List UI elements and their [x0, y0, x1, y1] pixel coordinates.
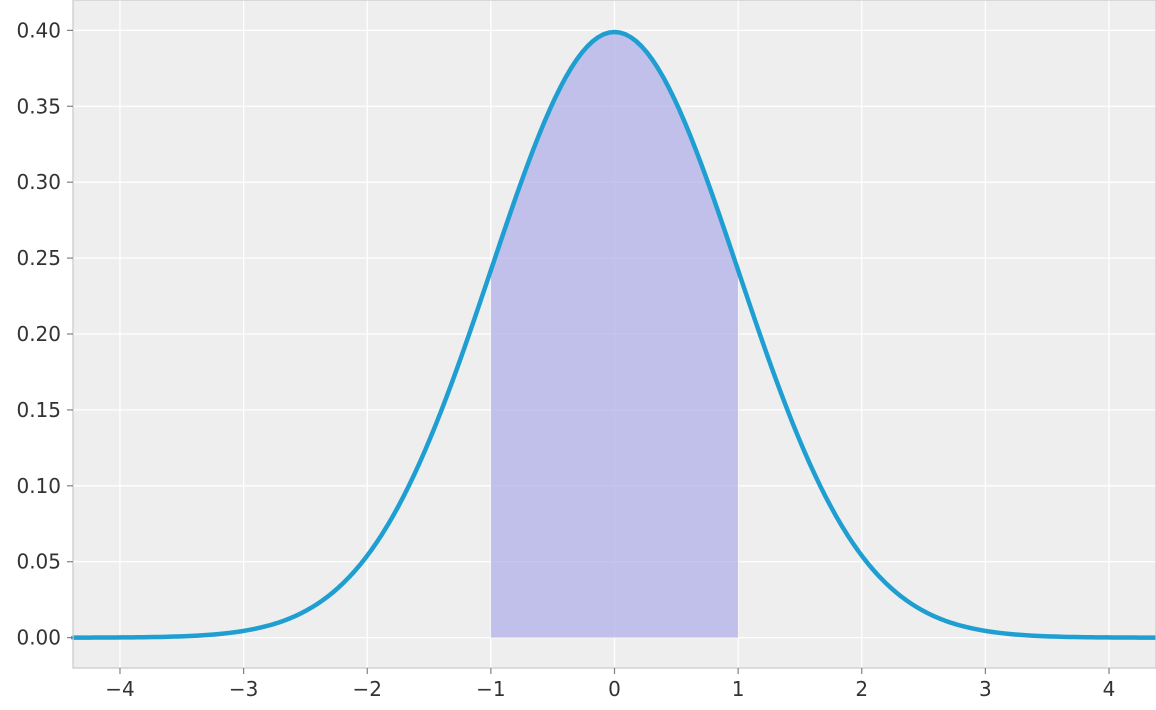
x-tick-label: 0: [608, 677, 621, 701]
x-tick-label: 4: [1103, 677, 1116, 701]
normal-distribution-chart: −4 −3 −2 −1 0 1 2 3 4 0.00 0.05 0.10 0.15 0.20 0.25 0.3…: [0, 0, 1156, 710]
y-tick-label: 0.30: [16, 170, 61, 194]
x-tick-label: −1: [476, 677, 505, 701]
y-tick-label: 0.20: [16, 322, 61, 346]
x-tick-label: 1: [732, 677, 745, 701]
x-tick-label: 3: [979, 677, 992, 701]
y-tick-label: 0.40: [16, 18, 61, 42]
y-tick-label: 0.05: [16, 550, 61, 574]
x-tick-label: 2: [855, 677, 868, 701]
x-tick-label: −4: [105, 677, 134, 701]
x-tick-label: −3: [229, 677, 258, 701]
y-tick-label: 0.35: [16, 94, 61, 118]
x-tick-label: −2: [352, 677, 381, 701]
y-tick-label: 0.15: [16, 398, 61, 422]
y-tick-label: 0.25: [16, 246, 61, 270]
y-tick-label: 0.10: [16, 474, 61, 498]
y-tick-label: 0.00: [16, 626, 61, 650]
chart-container: −4 −3 −2 −1 0 1 2 3 4 0.00 0.05 0.10 0.15 0.20 0.25 0.3…: [0, 0, 1156, 710]
